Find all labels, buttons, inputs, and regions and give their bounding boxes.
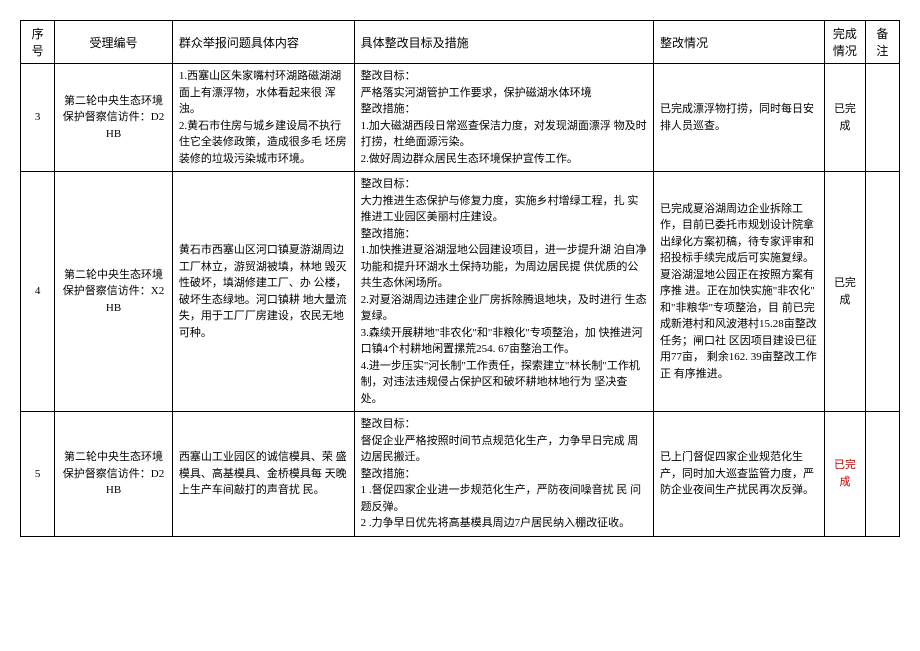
- cell-status: 已完成: [825, 412, 866, 537]
- header-status: 完成情况: [825, 21, 866, 64]
- inspection-table: 序号 受理编号 群众举报问题具体内容 具体整改目标及措施 整改情况 完成情况 备…: [20, 20, 900, 537]
- cell-note: [865, 172, 899, 412]
- cell-problem: 1.西塞山区朱家嘴村环湖路磁湖湖面上有漂浮物，水体看起来很 浑浊。2.黄石市住房…: [172, 64, 354, 172]
- cell-status: 已完成: [825, 172, 866, 412]
- cell-rect: 已完成夏浴湖周边企业拆除工作，目前已委托市规划设计院拿出绿化方案初稿，待专家评审…: [654, 172, 825, 412]
- cell-measure: 整改目标：严格落实河湖管护工作要求，保护磁湖水体环境整改措施：1.加大磁湖西段日…: [354, 64, 653, 172]
- cell-note: [865, 64, 899, 172]
- cell-problem: 黄石市西塞山区河口镇夏游湖周边工厂林立，游贸湖被填，林地 毁灭性破坏，填湖修建工…: [172, 172, 354, 412]
- cell-rect: 已上门督促四家企业规范化生产，同时加大巡查监管力度，严防企业夜间生产扰民再次反弹…: [654, 412, 825, 537]
- cell-rect: 已完成漂浮物打捞，同时每日安排人员巡查。: [654, 64, 825, 172]
- cell-seq: 5: [21, 412, 55, 537]
- table-row: 5第二轮中央生态环境保护督察信访件：D2HB西塞山工业园区的诚信模具、荣 盛模具…: [21, 412, 900, 537]
- header-measure: 具体整改目标及措施: [354, 21, 653, 64]
- cell-problem: 西塞山工业园区的诚信模具、荣 盛模具、高基模具、金桥模具每 天晚上生产车间敲打的…: [172, 412, 354, 537]
- header-row: 序号 受理编号 群众举报问题具体内容 具体整改目标及措施 整改情况 完成情况 备…: [21, 21, 900, 64]
- cell-id: 第二轮中央生态环境保护督察信访件：D2HB: [55, 412, 173, 537]
- header-problem: 群众举报问题具体内容: [172, 21, 354, 64]
- header-rect: 整改情况: [654, 21, 825, 64]
- table-row: 4第二轮中央生态环境保护督察信访件：X2HB黄石市西塞山区河口镇夏游湖周边工厂林…: [21, 172, 900, 412]
- header-note: 备注: [865, 21, 899, 64]
- cell-id: 第二轮中央生态环境保护督察信访件：D2HB: [55, 64, 173, 172]
- cell-measure: 整改目标：督促企业严格按照时间节点规范化生产，力争早日完成 周边居民搬迁。整改措…: [354, 412, 653, 537]
- cell-seq: 4: [21, 172, 55, 412]
- header-id: 受理编号: [55, 21, 173, 64]
- cell-note: [865, 412, 899, 537]
- cell-measure: 整改目标：大力推进生态保护与修复力度，实施乡村增绿工程，扎 实推进工业园区美丽村…: [354, 172, 653, 412]
- cell-seq: 3: [21, 64, 55, 172]
- cell-id: 第二轮中央生态环境保护督察信访件：X2HB: [55, 172, 173, 412]
- cell-status: 已完成: [825, 64, 866, 172]
- header-seq: 序号: [21, 21, 55, 64]
- table-row: 3第二轮中央生态环境保护督察信访件：D2HB1.西塞山区朱家嘴村环湖路磁湖湖面上…: [21, 64, 900, 172]
